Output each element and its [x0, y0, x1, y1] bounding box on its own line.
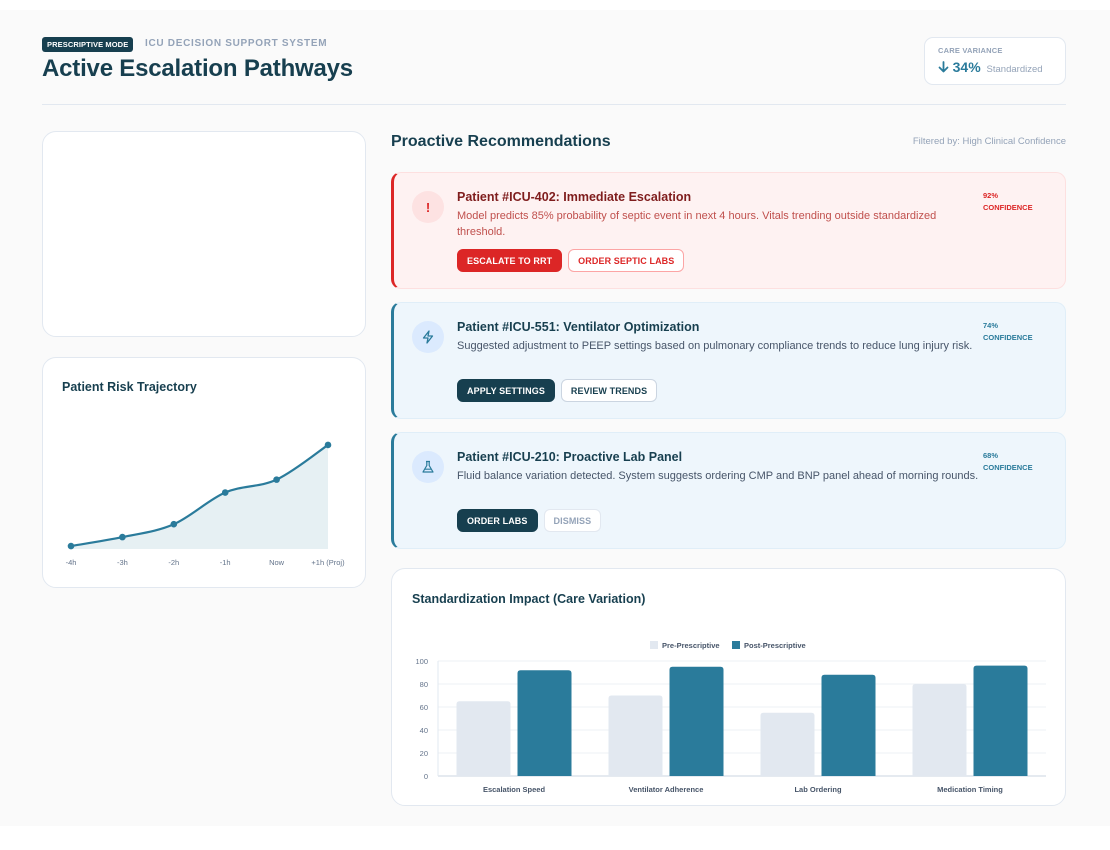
- recommendation-title: Patient #ICU-210: Proactive Lab Panel: [457, 450, 683, 464]
- bar-pre-prescriptive: [912, 684, 967, 776]
- bar-pre-prescriptive: [456, 701, 511, 776]
- bar-pre-prescriptive: [760, 712, 815, 776]
- recommendation-card-icu-551: Patient #ICU-551: Ventilator Optimizatio…: [391, 302, 1066, 419]
- y-tick-label: 60: [420, 703, 428, 712]
- page-header: PRESCRIPTIVE MODE ICU DECISION SUPPORT S…: [42, 37, 1066, 105]
- recommendation-description: Model predicts 85% probability of septic…: [457, 210, 937, 238]
- risk-area-fill: [71, 444, 328, 549]
- risk-trajectory-chart: -4h -3h -2h -1h Now +1h (Proj): [66, 441, 345, 567]
- system-label: ICU DECISION SUPPORT SYSTEM: [145, 38, 328, 49]
- risk-point: [119, 533, 126, 541]
- risk-x-tick: -2h: [168, 558, 179, 567]
- recommendation-actions: APPLY SETTINGS REVIEW TRENDS: [457, 379, 658, 402]
- alert-icon: !: [412, 191, 444, 223]
- order-septic-labs-button[interactable]: ORDER SEPTIC LABS: [568, 249, 685, 272]
- header-divider: [42, 104, 1066, 105]
- recommendation-card-icu-210: Patient #ICU-210: Proactive Lab Panel Fl…: [391, 432, 1066, 549]
- recommendation-card-icu-402: ! Patient #ICU-402: Immediate Escalation…: [391, 172, 1066, 289]
- lightning-icon: [412, 321, 444, 353]
- app-frame: PRESCRIPTIVE MODE ICU DECISION SUPPORT S…: [0, 10, 1110, 826]
- x-category-label: Escalation Speed: [483, 785, 546, 794]
- recommendations-heading: Proactive Recommendations: [391, 133, 611, 150]
- confidence-indicator: 68% CONFIDENCE: [983, 450, 1033, 474]
- recommendation-actions: ESCALATE TO RRT ORDER SEPTIC LABS: [457, 249, 685, 272]
- y-tick-label: 20: [420, 749, 428, 758]
- confidence-label: CONFIDENCE: [983, 203, 1033, 212]
- confidence-value: 74%: [983, 321, 999, 330]
- arrow-down-icon: [938, 60, 953, 75]
- risk-line: [70, 444, 329, 548]
- standardization-impact-card: Standardization Impact (Care Variation) …: [391, 568, 1066, 806]
- risk-point: [273, 476, 280, 483]
- bar-post-prescriptive: [517, 670, 572, 776]
- x-category-label: Ventilator Adherence: [629, 785, 704, 794]
- x-category-label: Medication Timing: [937, 785, 1003, 794]
- care-variance-widget: CARE VARIANCE 34% Standardized: [924, 37, 1066, 85]
- y-tick-label: 40: [420, 726, 428, 735]
- care-variance-sub: Standardized: [986, 64, 1043, 75]
- apply-settings-button[interactable]: APPLY SETTINGS: [457, 379, 555, 402]
- bar-pre-prescriptive: [608, 695, 663, 776]
- risk-point: [170, 520, 178, 528]
- bar-post-prescriptive: [973, 665, 1028, 776]
- care-variance-label: CARE VARIANCE: [938, 46, 1003, 55]
- risk-trajectory-title: Patient Risk Trajectory: [62, 380, 197, 394]
- risk-point: [324, 441, 332, 449]
- mode-badge: PRESCRIPTIVE MODE: [42, 37, 134, 52]
- standardization-impact-chart: Pre-Prescriptive Post-Prescriptive 0 20 40 60…: [415, 641, 1046, 794]
- risk-x-tick: -1h: [220, 558, 231, 567]
- legend-swatch-post: [732, 641, 740, 649]
- risk-x-tick: +1h (Proj): [311, 558, 345, 567]
- risk-x-tick: -4h: [66, 558, 77, 567]
- page-title: Active Escalation Pathways: [42, 55, 353, 82]
- legend-label-post: Post-Prescriptive: [744, 641, 806, 650]
- dismiss-button[interactable]: DISMISS: [543, 509, 602, 532]
- confidence-value: 92%: [983, 191, 999, 200]
- recommendation-description: Fluid balance variation detected. System…: [457, 470, 979, 482]
- standardization-impact-title: Standardization Impact (Care Variation): [412, 592, 646, 606]
- recommendation-actions: ORDER LABS DISMISS: [457, 509, 602, 532]
- risk-point: [67, 542, 75, 550]
- recommendation-title: Patient #ICU-551: Ventilator Optimizatio…: [457, 320, 700, 334]
- legend-swatch-pre: [650, 641, 658, 649]
- confidence-label: CONFIDENCE: [983, 333, 1033, 342]
- x-category-label: Lab Ordering: [794, 785, 842, 794]
- bar-post-prescriptive: [669, 666, 724, 776]
- escalate-to-rrt-button[interactable]: ESCALATE TO RRT: [457, 249, 563, 272]
- y-tick-label: 0: [424, 772, 428, 781]
- recommendations-filter: Filtered by: High Clinical Confidence: [912, 136, 1066, 147]
- placeholder-card: [42, 131, 366, 337]
- care-variance-value: 34%: [952, 59, 981, 75]
- bar-post-prescriptive: [821, 674, 876, 776]
- risk-x-tick: Now: [269, 558, 285, 567]
- legend-label-pre: Pre-Prescriptive: [662, 641, 720, 650]
- confidence-indicator: 74% CONFIDENCE: [983, 320, 1033, 344]
- confidence-value: 68%: [983, 451, 999, 460]
- confidence-label: CONFIDENCE: [983, 463, 1033, 472]
- order-labs-button[interactable]: ORDER LABS: [457, 509, 538, 532]
- review-trends-button[interactable]: REVIEW TRENDS: [560, 379, 658, 402]
- confidence-indicator: 92% CONFIDENCE: [983, 190, 1033, 214]
- risk-point: [221, 489, 229, 496]
- care-variance-value-row: 34% Standardized: [938, 59, 1043, 75]
- y-tick-label: 80: [420, 680, 428, 689]
- flask-icon: [412, 451, 444, 483]
- risk-x-tick: -3h: [117, 558, 128, 567]
- y-tick-label: 100: [415, 657, 428, 666]
- recommendation-title: Patient #ICU-402: Immediate Escalation: [457, 190, 692, 204]
- risk-trajectory-card: Patient Risk Trajectory -4h -3h -2h -1h Now +…: [42, 357, 366, 588]
- recommendation-description: Suggested adjustment to PEEP settings ba…: [457, 340, 973, 352]
